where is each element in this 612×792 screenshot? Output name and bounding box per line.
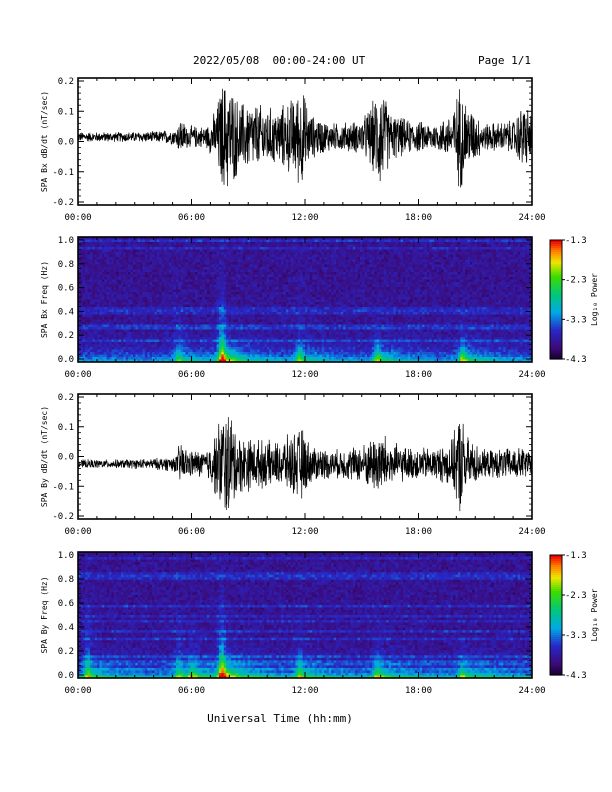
x-tick-label: 06:00: [178, 370, 205, 380]
x-tick-label: 00:00: [64, 527, 91, 537]
panel-4: 00:00 06:00 12:00 18:00 24:00 1.0 0.8 0.6 0.4 0.2…: [40, 551, 546, 696]
signal-line: [78, 88, 532, 188]
y-tick-label: 0.0: [58, 138, 74, 148]
y-tick-label: 0.2: [58, 331, 74, 341]
y-tick-label: 0.6: [58, 599, 74, 609]
colorbar: -1.3 -2.3 -3.3 -4.3 Log₁₀ Power: [549, 551, 599, 681]
x-tick-label: 00:00: [64, 213, 91, 223]
colorbar-label: Log₁₀ Power: [590, 588, 599, 641]
x-tick-label: 06:00: [178, 527, 205, 537]
page-indicator: Page 1/1: [478, 54, 531, 67]
y-tick-label: 0.1: [58, 107, 74, 117]
colorbar-tick-label: -3.3: [565, 315, 587, 325]
y-tick-label: 0.2: [58, 77, 74, 87]
x-tick-label: 06:00: [178, 686, 205, 696]
x-tick-label: 24:00: [518, 213, 545, 223]
colorbar-frame: [549, 554, 563, 676]
x-tick-label: 24:00: [518, 527, 545, 537]
y-tick-label: 0.1: [58, 423, 74, 433]
y-tick-label: 0.0: [58, 355, 74, 365]
colorbar-label: Log₁₀ Power: [590, 273, 599, 326]
y-axis-label: SPA By Freq (Hz): [40, 576, 49, 653]
x-tick-label: 00:00: [64, 686, 91, 696]
colorbar: -1.3 -2.3 -3.3 -4.3 Log₁₀ Power: [549, 236, 599, 365]
colorbar-tick-label: -2.3: [565, 591, 587, 601]
y-tick-label: 0.0: [58, 453, 74, 463]
y-tick-label: -0.1: [52, 168, 74, 178]
x-tick-label: 12:00: [291, 213, 318, 223]
colorbar-tick-label: -3.3: [565, 631, 587, 641]
colorbar-tick-label: -1.3: [565, 551, 587, 561]
x-tick-label: 18:00: [405, 686, 432, 696]
y-tick-label: -0.2: [52, 198, 74, 208]
colorbar-tick-label: -1.3: [565, 236, 587, 246]
x-tick-label: 12:00: [291, 527, 318, 537]
series-trace: [78, 88, 532, 188]
colorbar-frame: [549, 239, 563, 360]
signal-line: [78, 417, 532, 512]
x-tick-label: 18:00: [405, 527, 432, 537]
x-tick-label: 24:00: [518, 370, 545, 380]
y-tick-label: 0.2: [58, 647, 74, 657]
x-tick-label: 06:00: [178, 213, 205, 223]
y-tick-label: 0.6: [58, 284, 74, 294]
y-tick-label: -0.2: [52, 512, 74, 522]
x-tick-label: 24:00: [518, 686, 545, 696]
plot-title: 2022/05/08 00:00-24:00 UT: [193, 54, 366, 67]
panel-3: 00:00 06:00 12:00 18:00 24:00 0.2 0.1 0.0 -0.1 -0…: [40, 393, 546, 537]
x-tick-label: 18:00: [405, 213, 432, 223]
x-tick-label: 12:00: [291, 686, 318, 696]
y-tick-label: 1.0: [58, 551, 74, 561]
spectrogram: [78, 552, 533, 679]
y-tick-label: 1.0: [58, 236, 74, 246]
y-axis-label: SPA Bx dB/dt (nT/sec): [40, 91, 49, 192]
y-axis-label: SPA By dB/dt (nT/sec): [40, 406, 49, 507]
y-axis-label: SPA Bx Freq (Hz): [40, 261, 49, 338]
x-tick-label: 18:00: [405, 370, 432, 380]
y-tick-label: 0.8: [58, 260, 74, 270]
colorbar-tick-label: -4.3: [565, 355, 587, 365]
colorbar-tick-label: -2.3: [565, 276, 587, 286]
y-tick-label: 0.8: [58, 575, 74, 585]
y-tick-label: 0.4: [58, 623, 74, 633]
colorbar-tick-label: -4.3: [565, 671, 587, 681]
x-axis-label: Universal Time (hh:mm): [207, 712, 353, 725]
x-tick-label: 12:00: [291, 370, 318, 380]
y-tick-label: 0.2: [58, 393, 74, 403]
x-tick-label: 00:00: [64, 370, 91, 380]
y-tick-label: 0.0: [58, 671, 74, 681]
spectrogram: [78, 237, 533, 363]
panel-1: 00:00 06:00 12:00 18:00 24:00 0.2 0.1 0.0 -0.1 -0…: [40, 77, 546, 223]
series-trace: [78, 417, 532, 512]
y-tick-label: -0.1: [52, 482, 74, 492]
y-tick-label: 0.4: [58, 307, 74, 317]
panel-2: 00:00 06:00 12:00 18:00 24:00 1.0 0.8 0.6 0.4 0.2…: [40, 236, 546, 380]
